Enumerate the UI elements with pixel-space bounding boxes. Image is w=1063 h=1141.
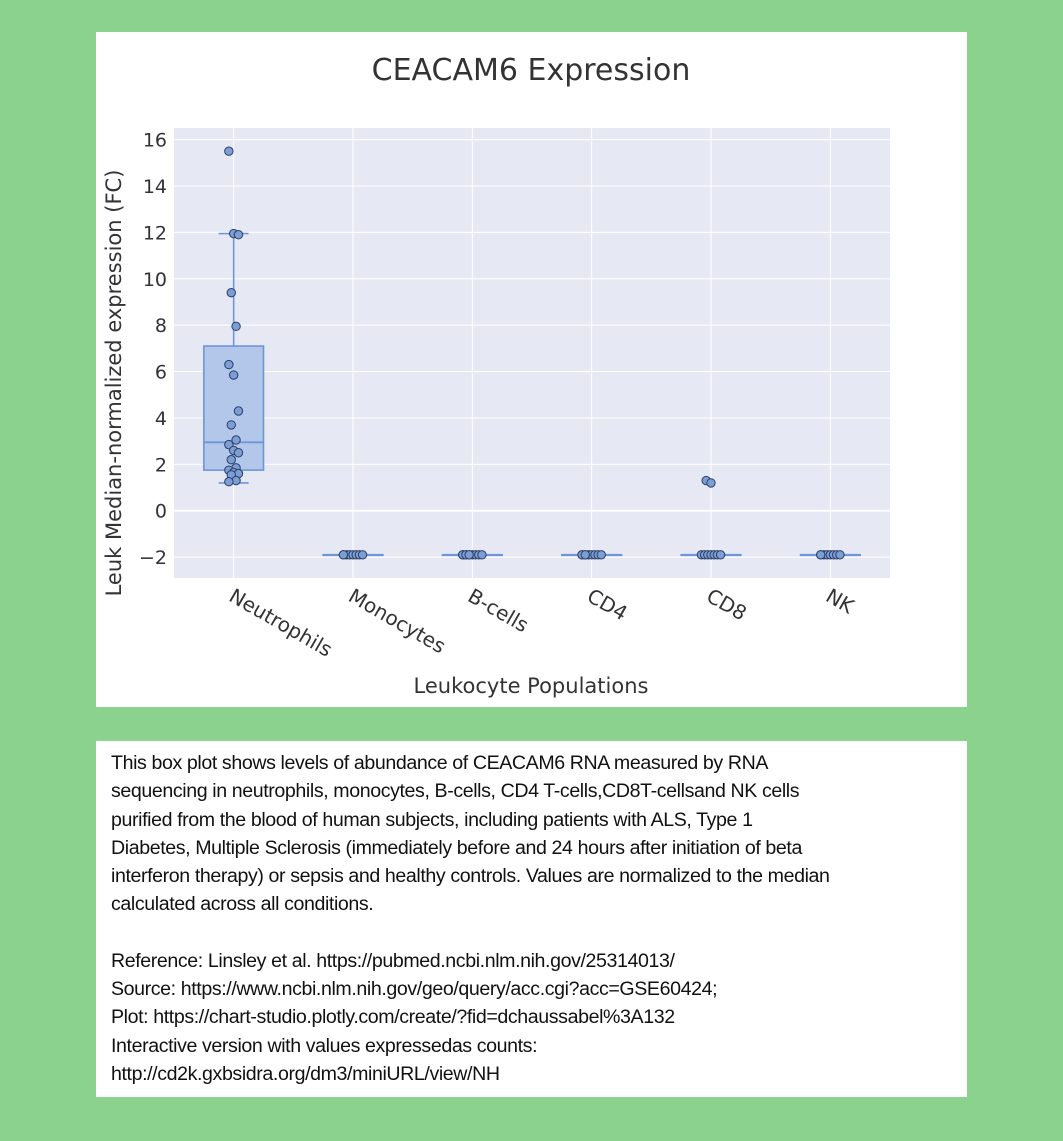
boxes	[203, 146, 861, 560]
data-point	[580, 550, 590, 560]
caption-line: interferon therapy) or sepsis and health…	[111, 865, 830, 888]
data-point	[226, 455, 236, 465]
caption-line: calculated across all conditions.	[111, 893, 374, 916]
y-tick-label: 8	[155, 315, 167, 337]
data-point	[477, 550, 487, 560]
y-tick-label: 6	[155, 362, 167, 384]
data-point	[231, 435, 241, 445]
box-plot: CEACAM6 Expression −2 0 2 4 6 8 10 12 14 16 Neutr…	[102, 53, 890, 698]
caption-line: Diabetes, Multiple Sclerosis (immediatel…	[111, 836, 802, 859]
interactive-url-line: http://cd2k.gxbsidra.org/dm3/miniURL/vie…	[111, 1062, 500, 1085]
caption-line: purified from the blood of human subject…	[111, 808, 753, 831]
x-tick-label: NK	[822, 584, 859, 619]
x-tick-label: Monocytes	[345, 584, 450, 659]
x-tick-label: Neutrophils	[225, 584, 336, 662]
y-tick-label: 0	[155, 501, 167, 523]
y-tick-label: −2	[139, 547, 167, 569]
plot-link-line: Plot: https://chart-studio.plotly.com/cr…	[111, 1006, 675, 1029]
data-point	[706, 478, 716, 488]
caption-references: Reference: Linsley et al. https://pubmed…	[111, 947, 953, 1088]
data-point	[224, 359, 234, 370]
data-point	[816, 550, 826, 560]
y-tick-label: 14	[143, 176, 167, 198]
data-point	[233, 448, 244, 458]
box-cd4	[561, 550, 623, 560]
y-axis: −2 0 2 4 6 8 10 12 14 16	[139, 130, 167, 570]
data-point	[231, 321, 241, 332]
caption-description: This box plot shows levels of abundance …	[111, 749, 953, 919]
box-monocytes	[322, 550, 384, 560]
x-tick-label: CD8	[703, 584, 751, 626]
data-point	[228, 370, 239, 380]
box-cd8	[680, 475, 742, 560]
reference-line: Reference: Linsley et al. https://pubmed…	[111, 949, 675, 972]
y-tick-label: 12	[143, 222, 167, 244]
data-point	[226, 420, 236, 430]
box-neutrophils	[203, 146, 265, 487]
data-point	[338, 550, 349, 560]
y-tick-label: 16	[143, 130, 167, 152]
chart-panel: CEACAM6 Expression −2 0 2 4 6 8 10 12 14 16 Neutr…	[96, 32, 967, 707]
data-point	[224, 146, 234, 156]
data-point	[357, 550, 368, 560]
caption-line: This box plot shows levels of abundance …	[111, 752, 769, 774]
y-axis-title: Leuk Median-normalized expression (FC)	[102, 170, 126, 597]
data-point	[233, 406, 244, 416]
data-point	[596, 550, 606, 560]
data-point	[715, 550, 726, 560]
data-point	[224, 477, 234, 487]
box-b-cells	[441, 550, 503, 560]
chart-title: CEACAM6 Expression	[372, 53, 691, 88]
caption-panel: This box plot shows levels of abundance …	[96, 741, 967, 1097]
data-point	[464, 550, 474, 560]
x-axis-title: Leukocyte Populations	[414, 674, 649, 698]
y-tick-label: 10	[143, 269, 167, 291]
x-tick-label: B-cells	[464, 584, 533, 638]
caption-line: sequencing in neutrophils, monocytes, B-…	[111, 780, 800, 803]
x-axis: Neutrophils Monocytes B-cells CD4 CD8 NK	[225, 584, 859, 662]
plot-area	[174, 128, 890, 578]
interactive-line: Interactive version with values expresse…	[111, 1034, 538, 1057]
data-point	[835, 550, 845, 560]
y-tick-label: 4	[155, 408, 167, 430]
data-point	[233, 230, 244, 240]
y-tick-label: 2	[155, 454, 167, 476]
source-line: Source: https://www.ncbi.nlm.nih.gov/geo…	[111, 978, 718, 1001]
box-nk	[799, 550, 861, 560]
x-tick-label: CD4	[583, 584, 631, 626]
data-point	[226, 287, 236, 298]
